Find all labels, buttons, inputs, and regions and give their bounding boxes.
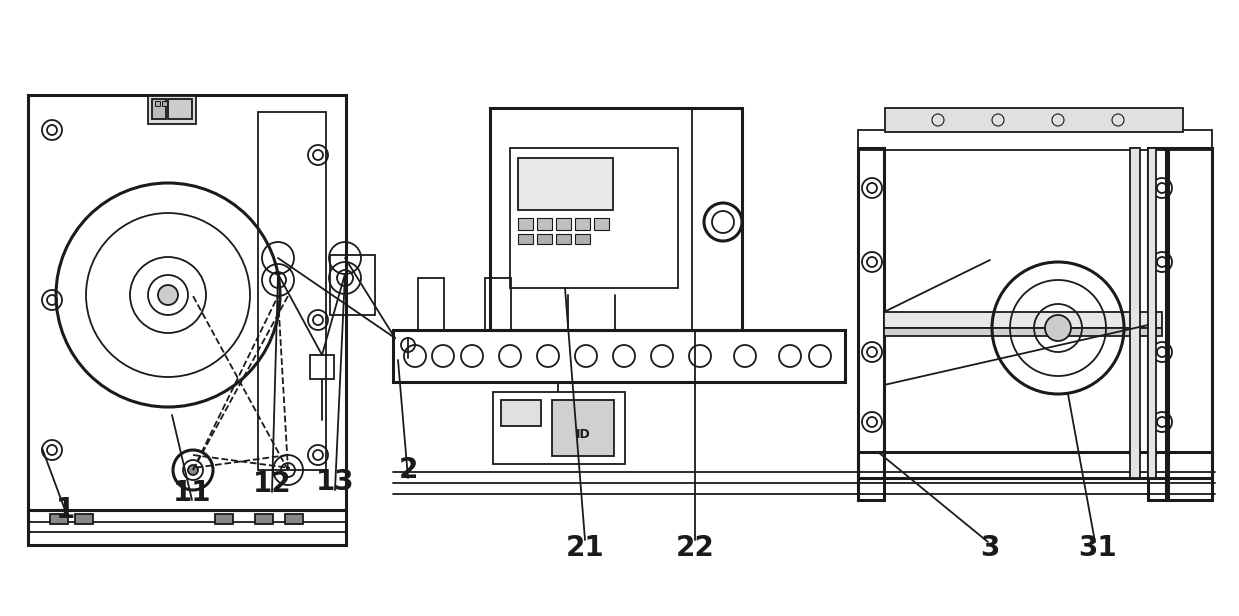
Bar [147,96,196,124]
Bar [162,101,167,106]
Bar [556,234,571,244]
Bar [1149,148,1156,478]
Bar [536,234,553,244]
Text: 2: 2 [398,456,418,484]
Bar [255,514,273,524]
Bar [575,234,590,244]
Bar [1130,148,1140,478]
Bar [489,108,742,330]
Bar [501,400,541,426]
Bar [418,278,444,330]
Bar [885,108,1183,132]
Text: 12: 12 [253,470,291,498]
Bar [393,330,845,382]
Bar [169,99,192,119]
Bar [575,218,590,230]
Bar [310,355,335,379]
Circle shape [159,285,178,305]
Bar [518,218,533,230]
Bar [330,255,375,315]
Text: 22: 22 [675,534,715,562]
Bar [28,510,346,545]
Bar [493,392,624,464]
Bar [28,95,346,510]
Text: 1: 1 [56,496,74,524]
Bar [510,148,678,288]
Bar [883,328,1162,336]
Bar [1149,148,1166,500]
Bar [152,99,166,119]
Circle shape [188,465,198,475]
Bar [216,514,233,524]
Bar [593,218,610,230]
Bar [553,400,615,456]
Text: 21: 21 [566,534,605,562]
Circle shape [1044,315,1070,341]
Bar [518,234,533,244]
Bar [1168,148,1212,500]
Bar [155,101,160,106]
Bar [556,218,571,230]
Bar [518,158,613,210]
Bar [76,514,93,524]
Text: 3: 3 [980,534,1000,562]
Text: 31: 31 [1078,534,1116,562]
Bar [285,514,304,524]
Bar [857,148,883,500]
Text: 11: 11 [172,479,212,507]
Text: 13: 13 [316,468,354,496]
Bar [883,312,1162,328]
Bar [536,218,553,230]
Bar [484,278,510,330]
Bar [857,130,1212,150]
Bar [258,112,326,470]
Bar [50,514,68,524]
Bar [857,452,1212,478]
Text: ID: ID [576,428,590,440]
